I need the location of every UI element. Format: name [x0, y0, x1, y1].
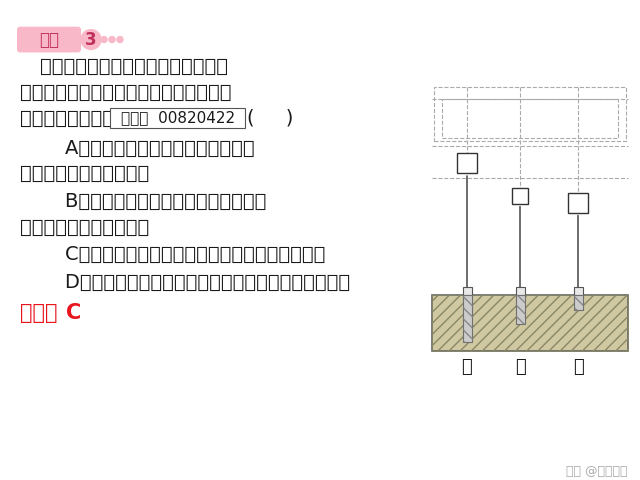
Bar	[515, 287, 525, 295]
Bar	[515, 295, 525, 324]
Text: 丙: 丙	[573, 358, 584, 376]
Text: B．比较甲和丙，说明在同一高度处，: B．比较甲和丙，说明在同一高度处，	[40, 192, 266, 211]
Circle shape	[101, 36, 107, 43]
Text: C．比较乙和丙，说明质量越大的物体，势能越大: C．比较乙和丙，说明质量越大的物体，势能越大	[40, 245, 325, 264]
Text: D．小木桩进入沙中越深，说明物体对木桩做的功越多: D．小木桩进入沙中越深，说明物体对木桩做的功越多	[40, 273, 350, 292]
Text: A．比较甲和乙，说明质量相等的物: A．比较甲和乙，说明质量相等的物	[40, 138, 255, 157]
Text: 导学号  00820422: 导学号 00820422	[120, 110, 235, 125]
Bar	[512, 188, 528, 204]
Bar	[432, 295, 628, 351]
Bar	[568, 193, 588, 213]
Circle shape	[81, 30, 101, 49]
Text: C: C	[66, 302, 81, 323]
Text: (     ): ( )	[247, 109, 294, 128]
Bar	[442, 99, 618, 138]
Text: 答案：: 答案：	[20, 302, 58, 323]
Bar	[463, 287, 472, 295]
Bar	[463, 295, 472, 342]
Text: 3: 3	[85, 31, 97, 48]
Bar	[573, 295, 582, 310]
Text: 头条 @冷杯热茶: 头条 @冷杯热茶	[566, 465, 628, 478]
FancyBboxPatch shape	[17, 27, 81, 52]
Bar	[432, 295, 628, 351]
Text: 些因素有关的实验示意图，下列对于此图: 些因素有关的实验示意图，下列对于此图	[20, 83, 232, 102]
Bar	[573, 287, 582, 295]
Text: 甲: 甲	[461, 358, 472, 376]
Bar	[573, 295, 582, 310]
Text: 质量越小的物体势能越小: 质量越小的物体势能越小	[20, 217, 149, 237]
Text: 体被举得越高，势能越大: 体被举得越高，势能越大	[20, 164, 149, 183]
Bar	[457, 153, 477, 173]
Circle shape	[117, 36, 123, 43]
Bar	[515, 295, 525, 324]
Bar	[110, 108, 245, 128]
Circle shape	[109, 36, 115, 43]
Bar	[463, 295, 472, 342]
Text: 变式: 变式	[39, 31, 59, 48]
Text: 的分析，错误的是: 的分析，错误的是	[20, 109, 114, 128]
Bar	[434, 87, 626, 142]
Text: 乙: 乙	[515, 358, 525, 376]
Text: 如图所示是研究物体的重力势能与哪: 如图所示是研究物体的重力势能与哪	[40, 57, 228, 76]
